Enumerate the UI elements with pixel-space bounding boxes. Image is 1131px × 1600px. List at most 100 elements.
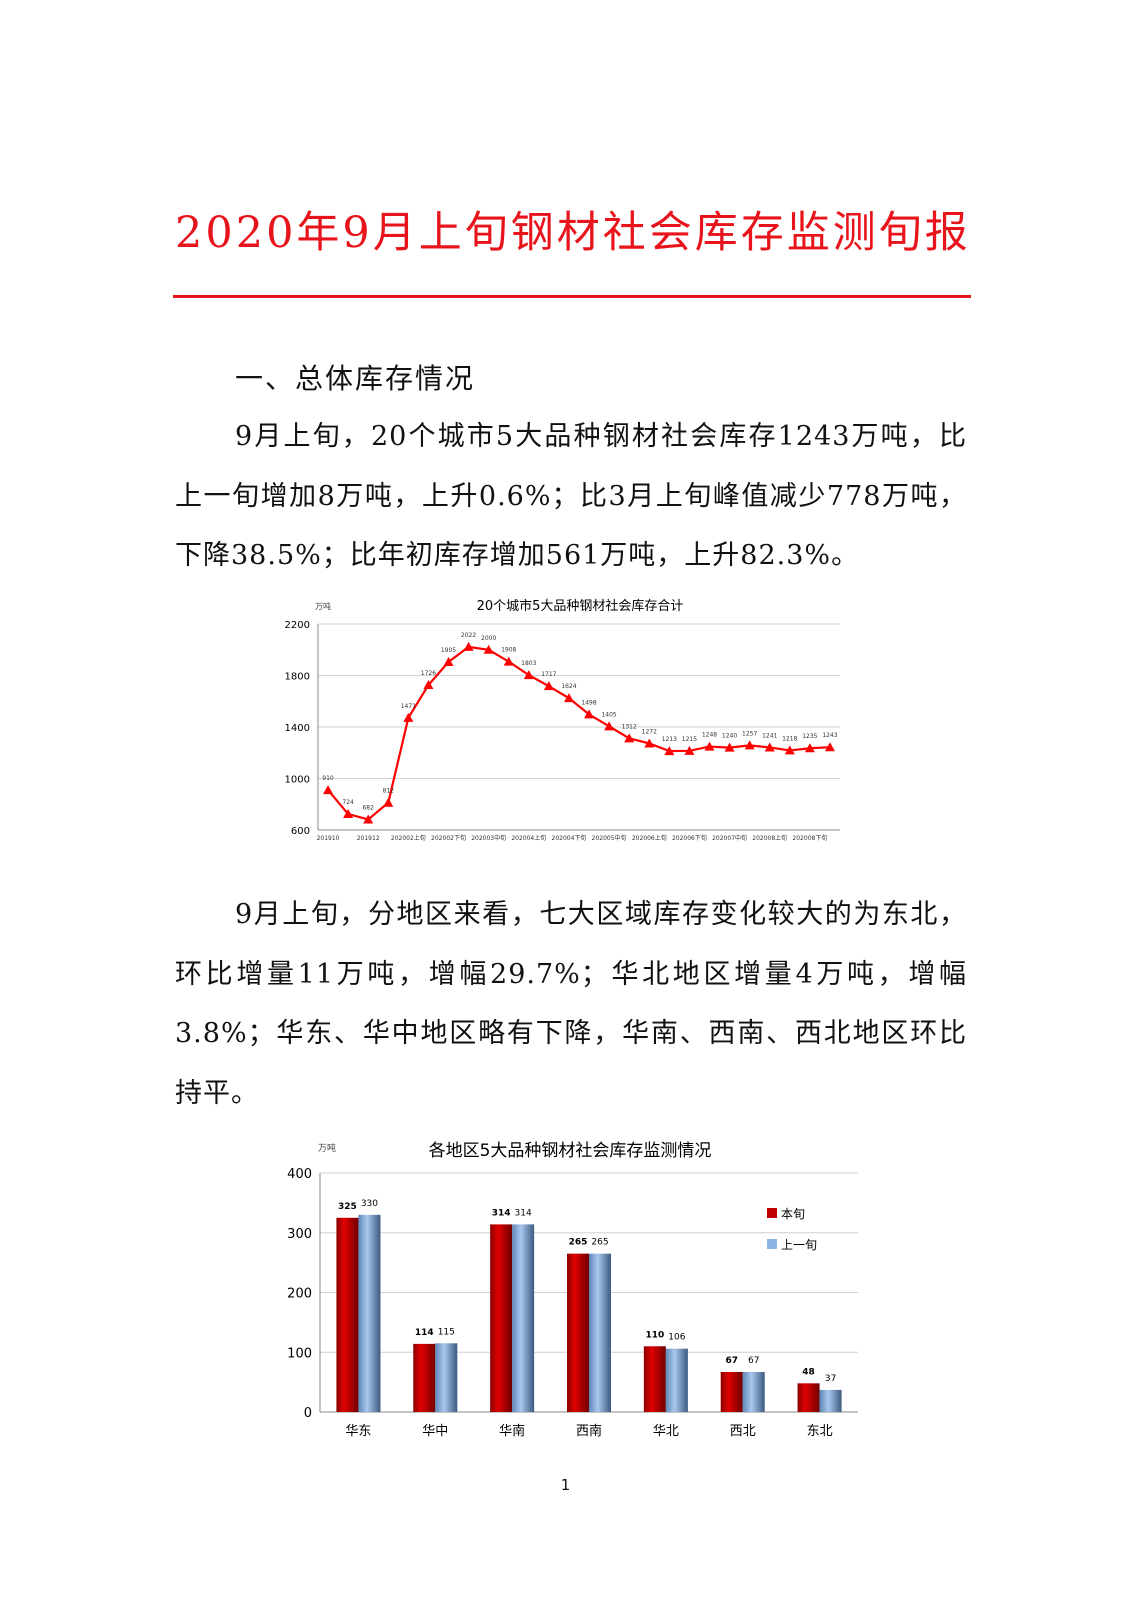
data-label: 114 (415, 1328, 434, 1338)
data-point (463, 641, 474, 651)
y-tick-label: 300 (287, 1227, 312, 1242)
data-point (644, 738, 655, 748)
data-label: 314 (492, 1208, 511, 1218)
data-point (824, 742, 835, 752)
x-tick-label: 201910 (317, 835, 340, 842)
x-category-label: 华东 (345, 1424, 371, 1439)
bar-previous (512, 1224, 535, 1412)
data-label: 910 (322, 775, 334, 782)
bar-previous (742, 1371, 765, 1412)
data-label: 265 (591, 1238, 608, 1248)
data-label: 1803 (521, 660, 536, 667)
legend-label: 上一旬 (781, 1238, 817, 1252)
x-category-label: 西北 (730, 1424, 756, 1439)
data-label: 325 (338, 1202, 357, 1212)
data-label: 1243 (822, 732, 837, 739)
y-tick-label: 400 (287, 1167, 312, 1182)
y-unit-label: 万吨 (318, 1142, 336, 1154)
data-label: 1471 (401, 703, 416, 710)
x-tick-label: 202004下旬 (552, 834, 587, 842)
data-label: 1908 (501, 647, 516, 654)
data-label: 110 (645, 1330, 664, 1340)
data-point (503, 656, 514, 666)
data-point (483, 644, 494, 654)
data-label: 115 (438, 1327, 455, 1337)
data-label: 2000 (481, 635, 496, 642)
bar-current (413, 1343, 436, 1412)
data-point (584, 709, 595, 719)
data-point (403, 712, 414, 722)
data-label: 1405 (601, 711, 616, 718)
x-tick-label: 201912 (357, 835, 380, 842)
data-point (664, 746, 675, 756)
data-label: 1241 (762, 732, 777, 739)
data-point (604, 721, 615, 731)
data-point (704, 741, 715, 751)
bar-previous (358, 1214, 381, 1412)
x-tick-label: 202002上旬 (391, 834, 426, 842)
data-label: 724 (342, 799, 354, 806)
data-point (323, 785, 334, 795)
bar-chart-regional-inventory: 各地区5大品种钢材社会库存监测情况 万吨 400 300 200 100 0 华东 华中 华南… (287, 1141, 858, 1439)
data-label: 1240 (722, 733, 737, 740)
series-line (327, 645, 831, 821)
bar-current (567, 1253, 589, 1412)
x-category-label: 华北 (653, 1424, 679, 1439)
data-label: 812 (383, 788, 395, 795)
data-label: 37 (825, 1374, 836, 1384)
data-label: 1624 (561, 683, 576, 690)
y-tick-label: 100 (287, 1346, 312, 1361)
x-category-label: 东北 (807, 1424, 833, 1439)
data-label: 48 (802, 1367, 815, 1377)
data-point (343, 809, 354, 819)
data-point (523, 670, 534, 680)
x-tick-label: 202003中旬 (471, 834, 506, 842)
document-title: 2020年9月上旬钢材社会库存监测旬报 (175, 208, 971, 258)
data-label: 265 (569, 1238, 588, 1248)
y-tick-label: 0 (304, 1406, 312, 1421)
data-label: 2022 (461, 632, 476, 639)
legend-swatch (767, 1208, 777, 1218)
bar-current (643, 1346, 666, 1412)
bar-previous (819, 1389, 842, 1412)
chart-title: 20个城市5大品种钢材社会库存合计 (477, 598, 684, 614)
x-tick-label: 202008上旬 (752, 834, 787, 842)
bar-previous (435, 1343, 458, 1412)
section-heading: 一、总体库存情况 (235, 362, 476, 395)
x-tick-label: 202006下旬 (672, 834, 707, 842)
data-point (423, 680, 434, 690)
x-category-label: 西南 (576, 1423, 602, 1439)
data-label: 1498 (581, 699, 596, 706)
x-tick-label: 202008下旬 (792, 834, 827, 842)
data-label: 1312 (622, 723, 637, 730)
data-point (383, 797, 394, 807)
legend-swatch (767, 1239, 777, 1249)
data-point (804, 743, 815, 753)
data-label: 1215 (682, 736, 697, 743)
data-label: 314 (515, 1208, 532, 1218)
legend-label: 本旬 (781, 1207, 805, 1221)
x-category-label: 华中 (422, 1424, 448, 1439)
x-tick-label: 202002下旬 (431, 834, 466, 842)
bar-previous (589, 1253, 611, 1412)
data-point (764, 742, 775, 752)
data-point (744, 740, 755, 750)
data-point (563, 693, 574, 703)
y-tick-label: 1000 (285, 775, 310, 786)
paragraph-regional: 9月上旬，分地区来看，七大区域库存变化较大的为东北，环比增量11万吨，增幅29.… (175, 899, 967, 1109)
data-label: 1272 (642, 728, 657, 735)
x-tick-label: 202004上旬 (511, 834, 546, 842)
data-point (724, 742, 735, 752)
y-tick-label: 1400 (285, 723, 310, 734)
y-unit-label: 万吨 (315, 601, 331, 611)
x-tick-label: 202005中旬 (592, 834, 627, 842)
bar-current (797, 1383, 820, 1412)
data-label: 1218 (782, 735, 797, 742)
bar-current (490, 1224, 513, 1412)
bar-current (720, 1371, 743, 1412)
data-label: 682 (362, 804, 374, 811)
data-point (363, 814, 374, 824)
paragraph-overall: 9月上旬，20个城市5大品种钢材社会库存1243万吨，比上一旬增加8万吨，上升0… (175, 421, 967, 571)
data-label: 67 (725, 1356, 738, 1366)
data-label: 1248 (702, 732, 717, 739)
